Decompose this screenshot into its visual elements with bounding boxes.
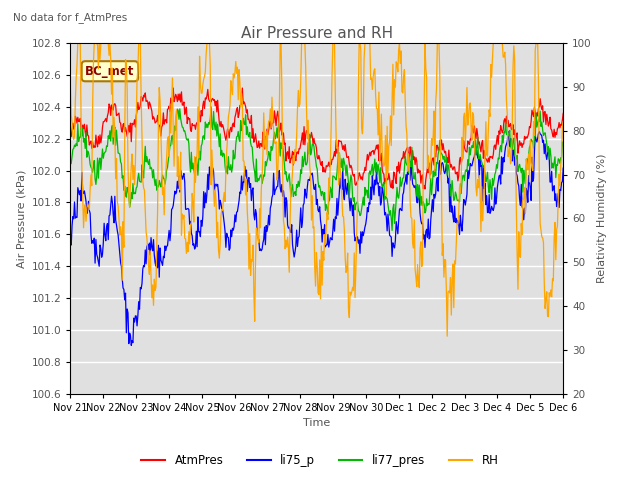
Text: BC_met: BC_met — [85, 65, 134, 78]
li75_p — [155, 242, 163, 248]
X-axis label: Time: Time — [303, 418, 330, 428]
li75_p — [358, 240, 365, 246]
AtmPres — [439, 141, 447, 146]
AtmPres — [193, 120, 201, 125]
RH — [74, 40, 82, 46]
RH — [194, 104, 202, 110]
li77_pres — [207, 104, 215, 110]
Line: li77_pres: li77_pres — [70, 107, 563, 230]
RH — [396, 60, 404, 66]
li77_pres — [193, 161, 201, 167]
li77_pres — [154, 183, 161, 189]
RH — [358, 125, 365, 131]
Legend: AtmPres, li75_p, li77_pres, RH: AtmPres, li75_p, li77_pres, RH — [137, 449, 503, 472]
Line: li75_p: li75_p — [70, 132, 563, 345]
RH — [291, 160, 298, 166]
li75_p — [504, 129, 512, 134]
Line: AtmPres: AtmPres — [70, 88, 563, 189]
AtmPres — [154, 112, 161, 118]
RH — [67, 84, 74, 89]
li75_p — [291, 254, 298, 260]
AtmPres — [421, 186, 429, 192]
RH — [444, 333, 451, 339]
RH — [438, 252, 446, 258]
Title: Air Pressure and RH: Air Pressure and RH — [241, 25, 393, 41]
AtmPres — [559, 110, 567, 116]
li77_pres — [358, 206, 365, 212]
Line: RH: RH — [70, 43, 563, 336]
li77_pres — [439, 156, 447, 162]
li77_pres — [67, 161, 74, 167]
li75_p — [559, 165, 567, 171]
RH — [559, 119, 567, 125]
li75_p — [396, 205, 404, 211]
Y-axis label: Air Pressure (kPa): Air Pressure (kPa) — [16, 169, 26, 267]
li77_pres — [291, 191, 298, 196]
AtmPres — [239, 85, 246, 91]
li75_p — [194, 214, 202, 220]
RH — [155, 119, 163, 124]
li77_pres — [397, 183, 405, 189]
li75_p — [67, 234, 74, 240]
AtmPres — [358, 174, 365, 180]
li75_p — [127, 342, 135, 348]
AtmPres — [291, 149, 298, 155]
Text: No data for f_AtmPres: No data for f_AtmPres — [13, 12, 127, 23]
Y-axis label: Relativity Humidity (%): Relativity Humidity (%) — [597, 154, 607, 283]
li75_p — [438, 160, 446, 166]
AtmPres — [67, 133, 74, 139]
li77_pres — [388, 228, 396, 233]
li77_pres — [559, 142, 567, 148]
AtmPres — [396, 163, 404, 169]
